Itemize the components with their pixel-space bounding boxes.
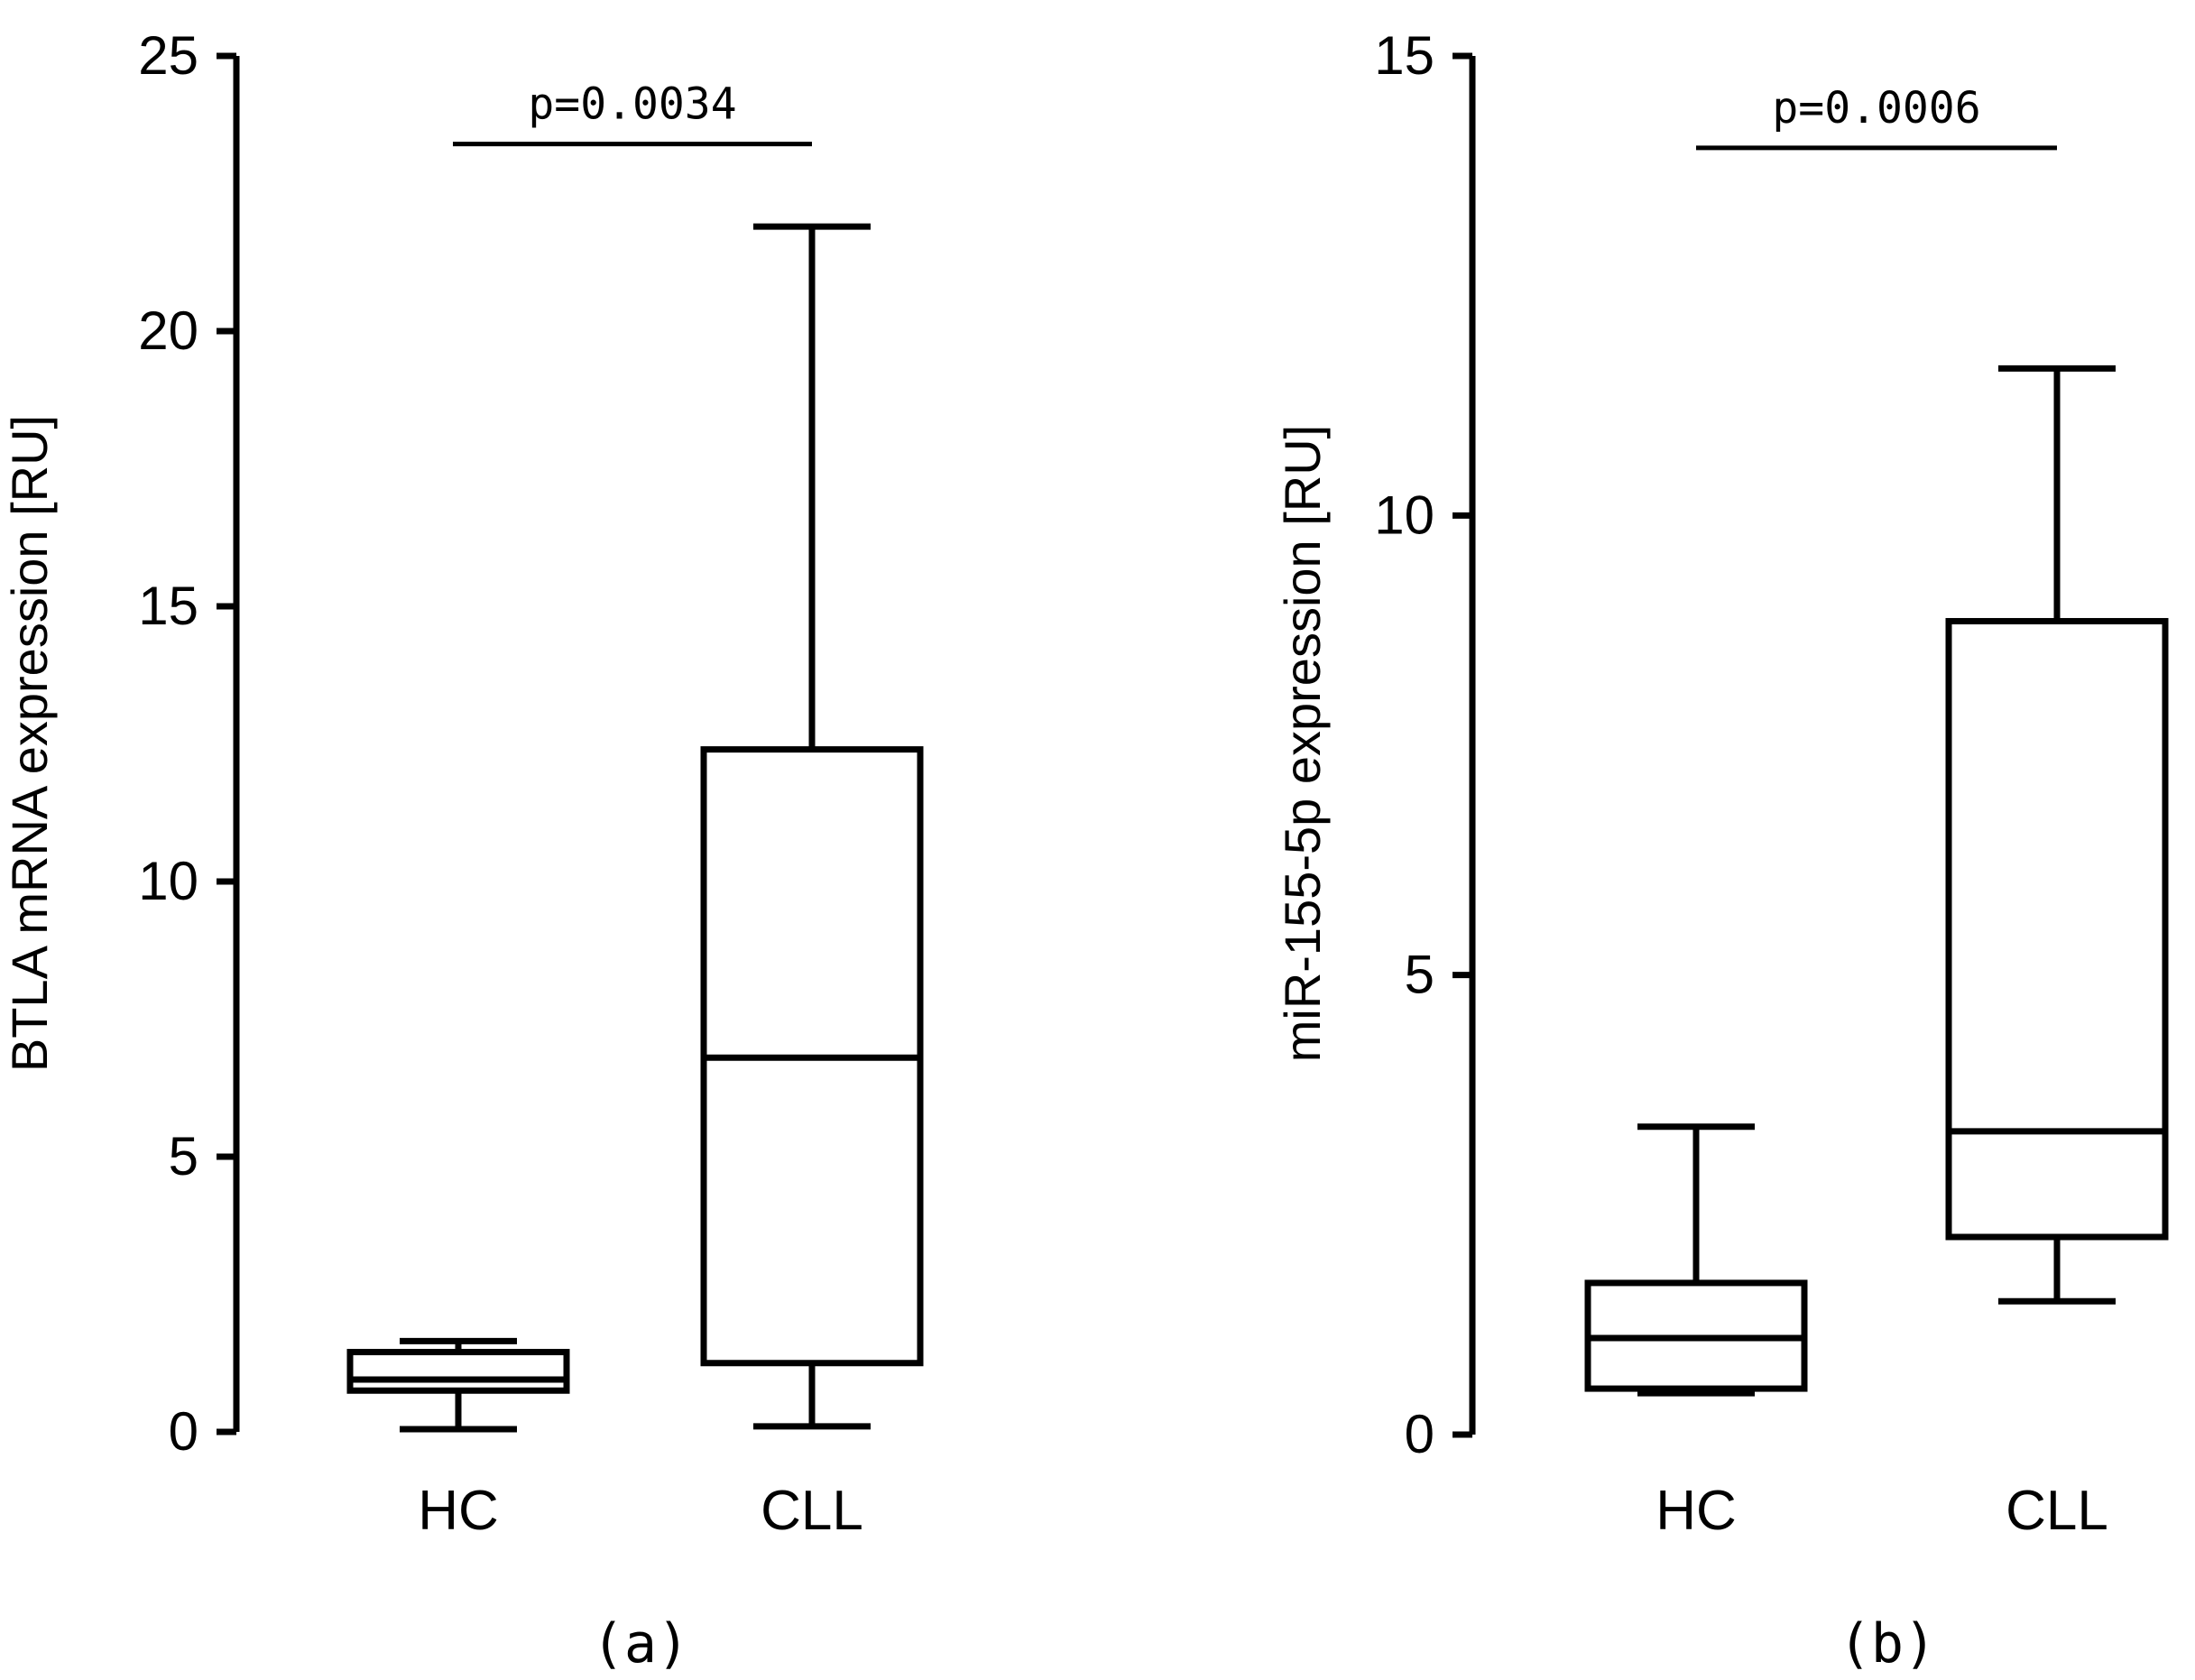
category-label-hc: HC [1655, 1480, 1737, 1542]
category-label-cll: CLL [2006, 1480, 2108, 1542]
y-tick-label: 25 [138, 25, 198, 86]
panel-label: (b) [1839, 1612, 1936, 1675]
panel-label: (a) [592, 1612, 689, 1675]
box-hc [1584, 1123, 1808, 1397]
box-cll [1945, 365, 2169, 1305]
category-label-hc: HC [418, 1480, 499, 1542]
y-tick-label: 10 [1374, 485, 1434, 545]
p-value-label: p=0.0034 [528, 79, 736, 130]
box-body [346, 1349, 570, 1394]
y-tick-label: 15 [1374, 25, 1434, 86]
box-hc [346, 1337, 570, 1433]
y-tick-label: 15 [138, 576, 198, 636]
panel-b: 0 5 10 15 miR-155-5p expression [RU] HC CLL p=0… [1274, 25, 2169, 1675]
y-tick-label: 5 [1405, 945, 1434, 1005]
panel-a: 0 5 10 15 20 25 BTLA mRNA expression [RU] HC CLL… [1, 25, 924, 1675]
y-tick-label: 5 [169, 1126, 198, 1186]
y-tick-label: 0 [1405, 1404, 1434, 1464]
box-cll [700, 223, 924, 1430]
box-body [1945, 617, 2169, 1241]
y-tick-label: 20 [138, 300, 198, 361]
y-axis-title: BTLA mRNA expression [RU] [1, 415, 58, 1072]
y-tick-label: 10 [138, 851, 198, 911]
y-axis-title: miR-155-5p expression [RU] [1274, 425, 1331, 1062]
category-label-cll: CLL [761, 1480, 863, 1542]
p-value-label: p=0.0006 [1772, 83, 1980, 134]
y-tick-label: 0 [169, 1401, 198, 1462]
